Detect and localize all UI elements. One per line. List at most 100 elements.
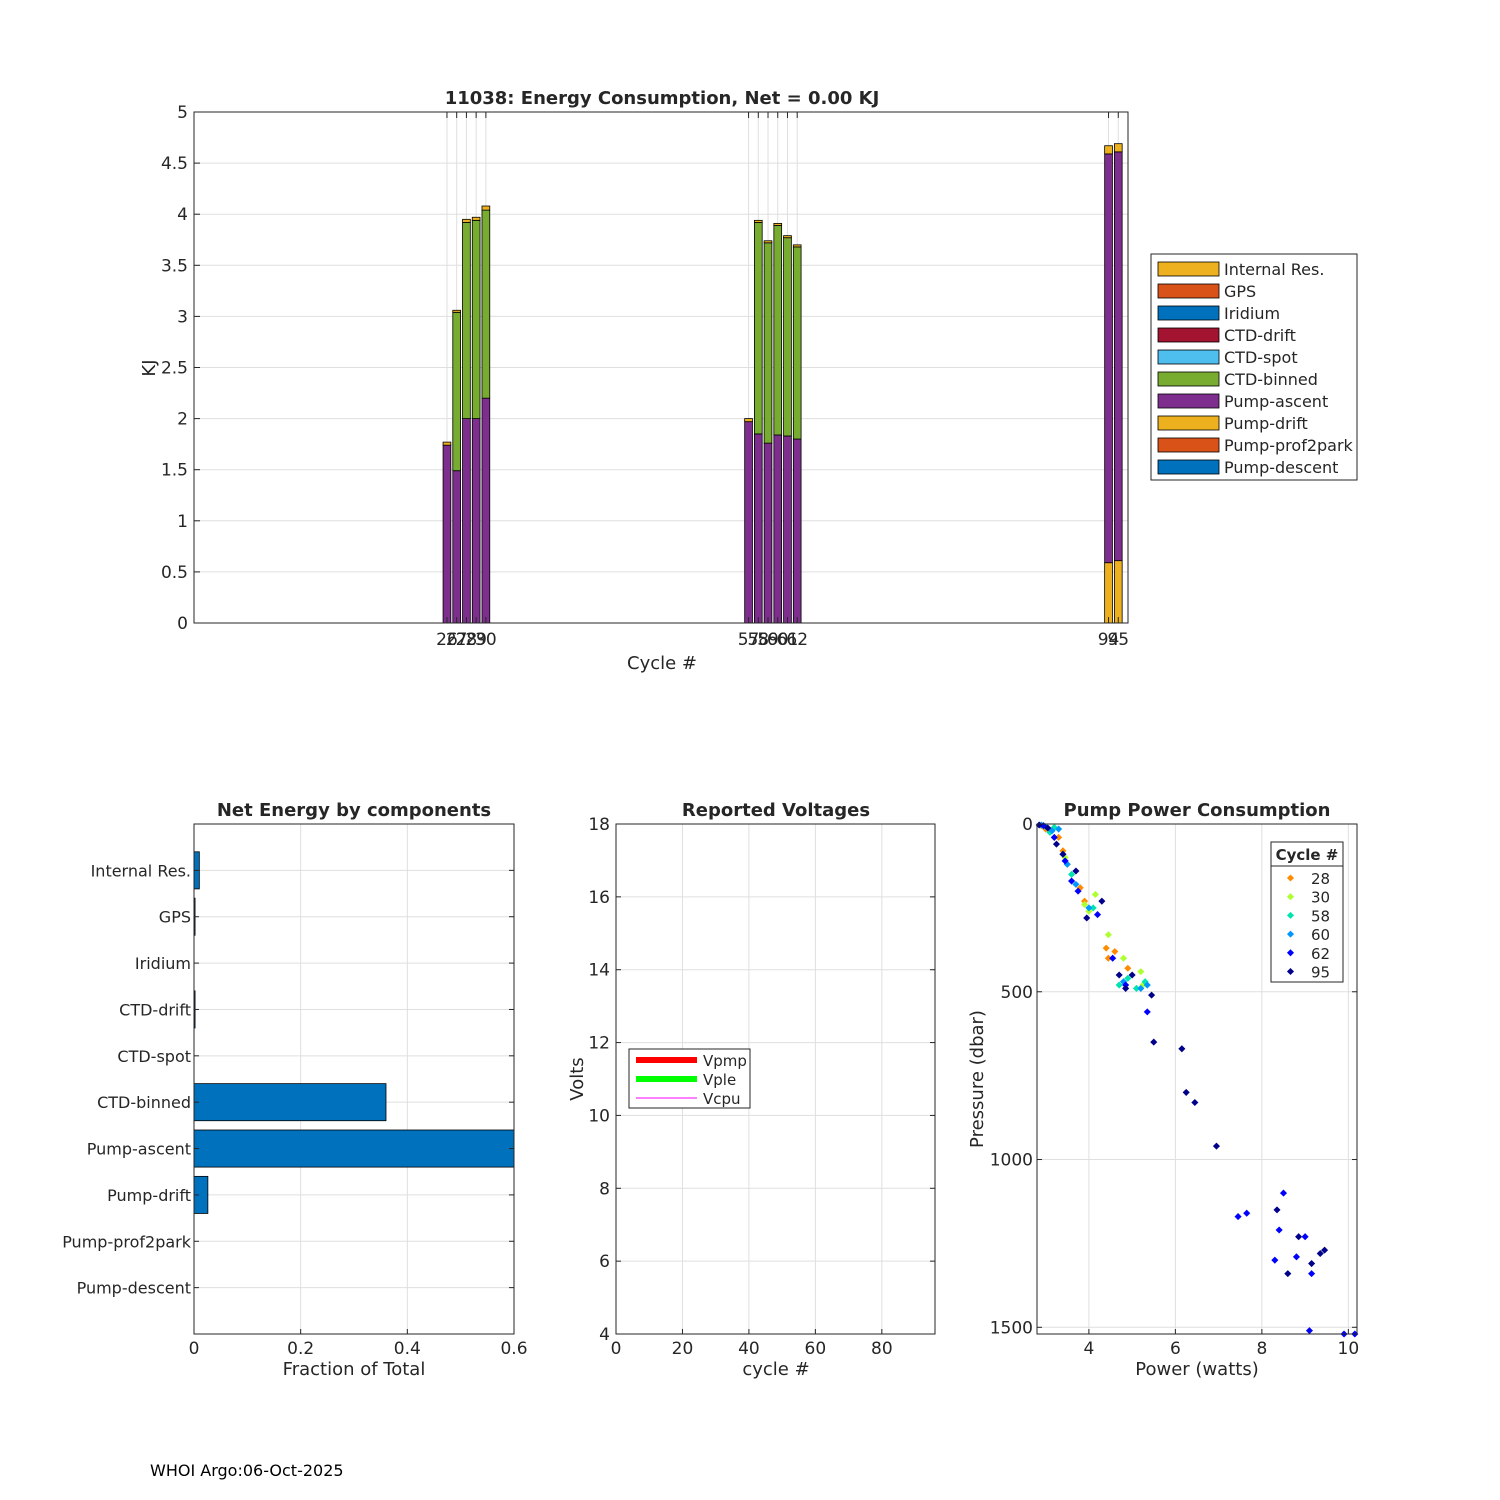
bar-segment-ctd-binned [773,225,783,436]
bar-segment-internal-res [783,235,792,239]
bar-segment-internal-res [1113,143,1123,153]
legend-label: GPS [1224,282,1256,301]
pump-data-point [1050,833,1058,841]
pump-legend-title: Cycle # [1276,846,1339,864]
volt-legend-label: Vcpu [703,1090,741,1108]
volt-ytick-label: 6 [599,1252,610,1272]
pump-data-point [1119,954,1128,962]
volt-ytick-label: 18 [588,815,610,835]
bar-segment-internal-res [1104,145,1113,155]
hbar-category-label: CTD-binned [97,1093,191,1112]
pump-chart-ylabel: Pressure (dbar) [967,1010,988,1148]
legend-swatch [1157,327,1220,343]
hbar-category-label: Pump-ascent [87,1140,191,1159]
bar-segment-pump-ascent [792,438,802,624]
top-ytick-label: 2.5 [161,359,188,379]
hbar-axes-box [193,823,515,1335]
volt-chart-ylabel: Volts [567,1057,588,1100]
top-xtick-label: 26 [436,630,458,650]
top-chart-xlabel: Cycle # [627,653,697,674]
pump-chart-ticks: 4 6 8 10 0 500 1000 1500 [990,815,1359,1359]
bar-segment-ctd-binned [754,221,763,435]
bar-segment-pump-ascent [452,470,461,624]
top-ytick-label: 4.5 [161,154,188,174]
pump-xtick-label: 6 [1170,1339,1181,1359]
volt-legend-label: Vple [703,1071,736,1089]
pump-data-point [1275,1226,1283,1234]
top-chart-ylabel: KJ [139,359,160,376]
bar-segment-pump-ascent [442,444,452,624]
bar-segment-pump-ascent [1113,151,1123,562]
volt-ytick-label: 12 [588,1034,610,1054]
pump-axes-box [1036,823,1358,1335]
hbar-chart-title: Net Energy by components [217,800,491,821]
top-chart-bars [442,143,1123,624]
volt-ytick-label: 8 [599,1179,610,1199]
hbar-xtick-label: 0 [189,1339,200,1359]
volt-chart-title: Reported Voltages [682,800,870,821]
hbar-xtick-label: 0.2 [287,1339,314,1359]
volt-chart-xlabel: cycle # [742,1359,809,1380]
bar-segment-ctd-binned [792,246,802,440]
top-chart-grid [194,111,1128,624]
pump-data-point [1308,1260,1316,1268]
top-ytick-label: 4 [177,205,188,225]
pump-xtick-label: 10 [1338,1339,1360,1359]
hbar-category-label: Pump-descent [77,1279,191,1298]
volt-chart-ticks: 0 20 40 60 80 4 6 8 10 12 14 16 18 [588,815,935,1359]
bar-segment-internal-res [452,309,461,313]
pump-chart-xlabel: Power (watts) [1135,1359,1258,1380]
volt-ytick-label: 14 [588,961,610,981]
bar-segment-pump-ascent [773,434,783,624]
pump-data-point [1178,1045,1186,1053]
top-xtick-label: 95 [1107,630,1129,650]
hbar-category-label: Iridium [135,954,191,973]
pump-data-point [1305,1327,1313,1335]
pump-data-point [1243,1209,1251,1217]
top-chart-title: 11038: Energy Consumption, Net = 0.00 KJ [445,88,880,109]
hbar-category-label: Pump-drift [107,1186,191,1205]
pump-data-point [1094,911,1102,919]
legend-swatch [1157,415,1220,431]
legend-swatch [1157,349,1220,365]
pump-data-point [1102,944,1110,952]
pump-data-point [1279,1189,1288,1197]
bar-segment-ctd-binned [471,219,481,420]
volt-ytick-label: 4 [599,1325,610,1345]
legend-label: CTD-spot [1224,348,1298,367]
pump-chart-title: Pump Power Consumption [1064,800,1331,821]
hbar-category-label: CTD-spot [117,1047,191,1066]
legend-swatch [1157,261,1220,277]
pump-data-point [1109,954,1117,962]
legend-label: CTD-binned [1224,370,1318,389]
top-xtick-label: 62 [786,630,808,650]
bar-segment-pump-ascent [471,418,481,624]
pump-xtick-label: 4 [1083,1339,1094,1359]
pump-ytick-label: 1000 [990,1151,1033,1171]
pump-data-point [1137,968,1145,976]
bar-segment-pump-ascent [462,418,471,624]
pump-ytick-label: 0 [1022,815,1033,835]
pump-legend-label: 28 [1311,870,1330,888]
volt-ytick-label: 16 [588,888,610,908]
bar-segment-pump-ascent [783,435,792,624]
pump-data-point [1182,1088,1190,1096]
top-ytick-label: 0.5 [161,563,188,583]
top-ytick-label: 2 [177,410,188,430]
bar-segment-pump-ascent [481,397,491,624]
hbar-category-label: Pump-prof2park [62,1232,192,1251]
pump-power-consumption-chart: 4 6 8 10 0 500 1000 1500 Pump Power Consumption… [967,800,1359,1380]
bar-segment-ctd-binned [481,209,491,399]
hbar-bar [193,1083,387,1122]
top-chart-legend: Internal Res. GPS Iridium CTD-drift CTD-spot… [1150,253,1358,481]
pump-data-point [1143,1008,1151,1016]
volt-axes-box [615,823,936,1335]
top-xtick-label: 29 [465,630,487,650]
legend-swatch [1157,371,1220,387]
bar-segment-internal-res [763,240,773,244]
top-ytick-label: 0 [177,614,188,634]
legend-swatch [1157,459,1220,475]
pump-data-point [1115,971,1123,979]
